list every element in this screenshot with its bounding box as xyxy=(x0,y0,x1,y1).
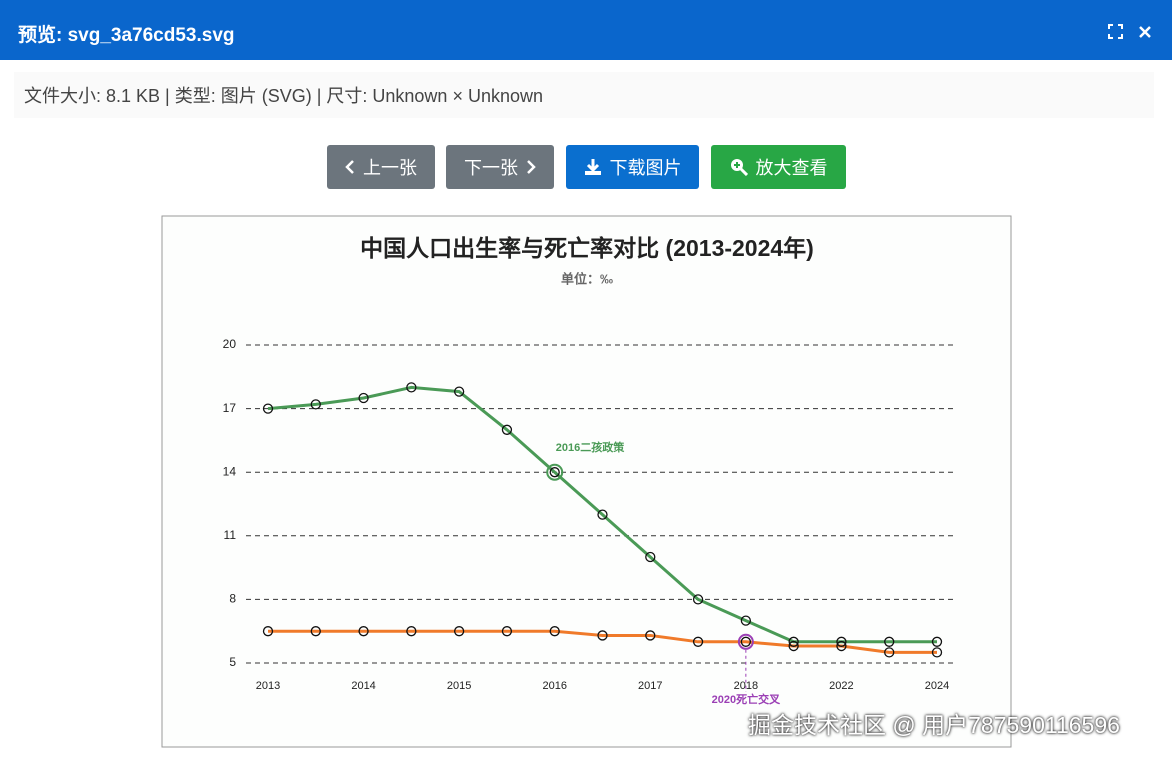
data-point xyxy=(501,626,513,637)
data-point xyxy=(884,647,895,658)
data-point xyxy=(645,630,656,641)
data-point xyxy=(501,424,513,435)
data-point xyxy=(884,636,895,647)
chart-subtitle: 单位：‰ xyxy=(561,271,613,286)
x-tick-label: 2017 xyxy=(638,680,662,692)
file-info: 文件大小: 8.1 KB | 类型: 图片 (SVG) | 尺寸: Unknow… xyxy=(14,72,1154,118)
dialog-header: 预览: svg_3a76cd53.svg xyxy=(0,0,1172,60)
y-tick-label: 5 xyxy=(229,655,236,669)
data-point xyxy=(358,392,369,404)
button-label: 放大查看 xyxy=(755,158,828,178)
x-tick-label: 2016 xyxy=(542,680,566,692)
data-point xyxy=(836,640,847,652)
data-point xyxy=(262,626,274,637)
data-point xyxy=(358,626,369,637)
zoom-button[interactable]: 放大查看 xyxy=(711,145,846,189)
prev-button[interactable]: 上一张 xyxy=(327,145,435,189)
data-point xyxy=(453,386,465,397)
annotation-marker xyxy=(737,633,754,650)
data-point xyxy=(788,640,799,652)
data-point xyxy=(788,636,799,647)
annotation-marker xyxy=(546,463,564,481)
download-button[interactable]: 下载图片 xyxy=(566,145,699,189)
y-tick-label: 17 xyxy=(223,401,237,415)
chart-frame xyxy=(161,215,1012,748)
button-label: 上一张 xyxy=(363,158,417,178)
data-point xyxy=(692,594,704,605)
data-point xyxy=(262,403,274,414)
data-point xyxy=(597,630,608,641)
data-point xyxy=(453,626,465,637)
data-point xyxy=(597,509,608,520)
data-point xyxy=(931,636,943,647)
data-point xyxy=(310,399,321,410)
watermark: 掘金技术社区 @ 用户787590116596 xyxy=(748,712,1120,738)
data-point xyxy=(836,636,847,647)
x-tick-label: 2022 xyxy=(829,680,853,692)
series-line xyxy=(268,629,937,654)
header-icons[interactable] xyxy=(1108,24,1164,42)
button-label: 下一张 xyxy=(464,158,518,178)
y-tick-label: 8 xyxy=(229,592,236,606)
data-point xyxy=(406,626,417,637)
dialog-title: 预览: svg_3a76cd53.svg xyxy=(18,25,235,46)
data-point xyxy=(645,551,656,563)
data-point xyxy=(310,626,321,637)
data-point xyxy=(406,382,417,393)
data-point xyxy=(549,467,560,478)
data-point xyxy=(740,615,752,626)
annotation: 2016二孩政策 xyxy=(556,440,625,454)
chart-title: 中国人口出生率与死亡率对比 (2013-2024年) xyxy=(360,235,814,261)
data-point xyxy=(931,647,943,658)
x-tick-label: 2014 xyxy=(351,680,375,692)
y-tick-label: 14 xyxy=(223,464,237,478)
y-tick-label: 20 xyxy=(223,337,237,351)
y-tick-label: 11 xyxy=(224,528,237,542)
x-tick-label: 2024 xyxy=(925,680,949,692)
annotation: 2020死亡交叉 xyxy=(712,692,781,706)
data-point xyxy=(692,636,704,647)
series-line xyxy=(267,385,937,644)
x-tick-label: 2013 xyxy=(256,680,280,692)
data-point xyxy=(549,626,560,637)
next-button[interactable]: 下一张 xyxy=(446,145,554,189)
data-point xyxy=(740,636,752,647)
button-label: 下载图片 xyxy=(609,158,682,178)
x-tick-label: 2015 xyxy=(447,680,471,692)
